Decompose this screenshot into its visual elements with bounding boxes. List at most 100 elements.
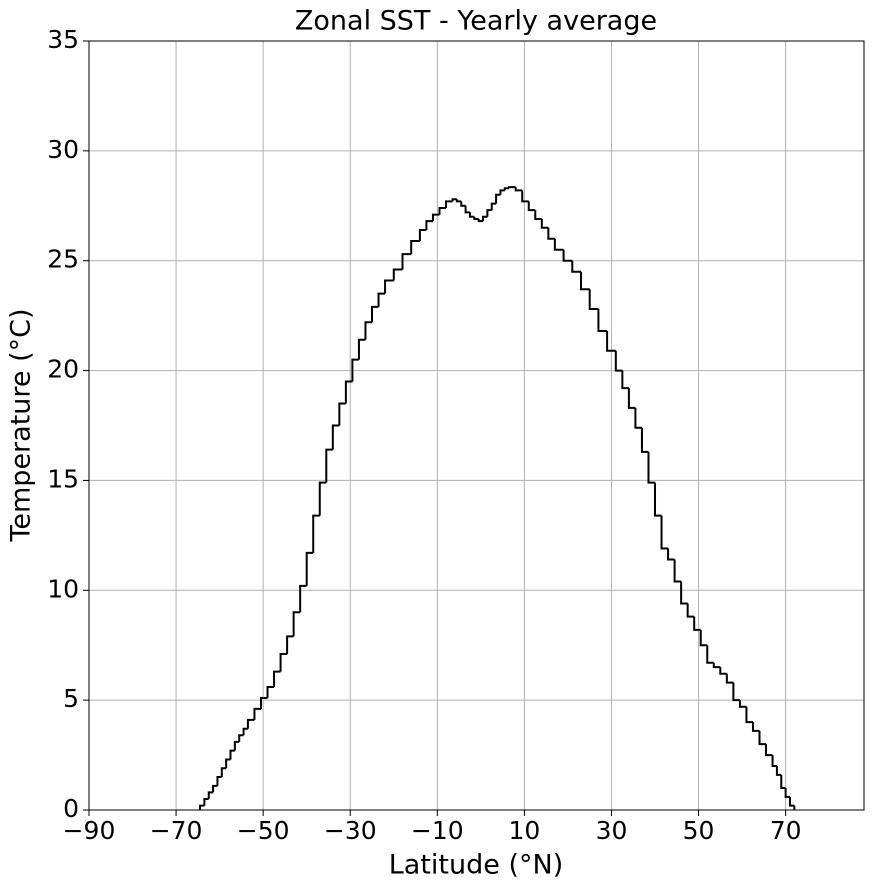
step-segment xyxy=(634,407,642,429)
step-segment xyxy=(418,228,427,241)
step-segment xyxy=(220,767,227,778)
step-segment xyxy=(614,350,623,372)
y-tick-label: 0 xyxy=(63,794,79,823)
step-segment xyxy=(499,189,505,195)
x-tick-label: −30 xyxy=(324,816,377,845)
step-segment xyxy=(680,581,688,605)
step-segment xyxy=(305,551,314,586)
x-tick-label: −70 xyxy=(150,816,203,845)
step-segment xyxy=(344,380,353,404)
x-tick-label: −10 xyxy=(411,816,464,845)
step-segment xyxy=(508,186,516,189)
y-tick-label: 30 xyxy=(47,135,79,164)
y-tick-label: 15 xyxy=(47,464,79,493)
step-segment xyxy=(371,305,379,323)
y-tick-label: 35 xyxy=(47,25,79,54)
step-segment xyxy=(686,603,695,618)
step-segment xyxy=(325,448,333,483)
step-segment xyxy=(490,202,497,211)
step-segment xyxy=(667,548,675,561)
x-tick-label: 70 xyxy=(770,816,802,845)
step-segment xyxy=(571,260,581,273)
step-segment xyxy=(640,427,649,453)
step-segment xyxy=(503,187,510,191)
step-segment xyxy=(719,667,727,675)
step-segment xyxy=(725,673,734,684)
x-tick-label: 50 xyxy=(683,816,715,845)
step-segment xyxy=(534,210,542,220)
step-segment xyxy=(338,402,346,426)
step-segment xyxy=(207,791,214,800)
y-tick-label: 10 xyxy=(47,574,79,603)
step-segment xyxy=(259,696,268,709)
step-segment xyxy=(238,734,244,742)
step-segment xyxy=(597,309,608,333)
step-segment xyxy=(627,388,636,409)
step-segment xyxy=(203,798,209,806)
step-segment xyxy=(455,199,462,203)
y-tick-label: 20 xyxy=(47,355,79,384)
step-segment xyxy=(445,200,453,208)
step-segment xyxy=(468,212,475,218)
step-segment xyxy=(460,201,466,207)
step-segment xyxy=(364,321,373,340)
step-segment xyxy=(547,227,555,240)
step-segment xyxy=(216,776,222,786)
step-segment xyxy=(246,718,255,729)
step-segment xyxy=(673,559,682,583)
step-segment xyxy=(562,249,573,262)
step-segment xyxy=(225,758,231,769)
step-segment xyxy=(660,515,669,550)
step-segment xyxy=(233,740,240,751)
step-segment xyxy=(312,514,320,553)
step-segment xyxy=(438,206,447,215)
step-segment xyxy=(621,370,629,390)
step-segment xyxy=(527,201,536,212)
step-segment xyxy=(253,707,261,720)
step-segment xyxy=(771,755,777,768)
step-segment xyxy=(765,744,773,757)
y-tick-label: 5 xyxy=(63,684,79,713)
x-axis-label: Latitude (°N) xyxy=(389,850,563,881)
step-segment xyxy=(486,209,492,217)
step-segment xyxy=(410,239,420,255)
step-segment xyxy=(351,358,359,382)
y-tick-label: 25 xyxy=(47,245,79,274)
step-segment xyxy=(431,213,440,222)
x-tick-label: −50 xyxy=(237,816,290,845)
step-segment xyxy=(784,788,790,798)
step-segment xyxy=(521,190,529,203)
step-segment xyxy=(540,218,549,229)
step-segment xyxy=(425,220,433,230)
step-segment xyxy=(331,424,340,450)
step-segment xyxy=(384,279,394,294)
step-segment xyxy=(775,766,782,776)
step-segment xyxy=(318,481,327,516)
step-segment xyxy=(732,682,740,702)
step-segment xyxy=(292,611,301,637)
x-tick-label: −90 xyxy=(63,816,116,845)
step-segment xyxy=(299,584,307,613)
step-segment xyxy=(392,268,403,281)
step-segment xyxy=(606,331,616,352)
plot-frame xyxy=(88,40,865,811)
step-segment xyxy=(229,749,235,760)
step-segment xyxy=(654,482,662,517)
step-segment xyxy=(751,722,760,732)
step-segment xyxy=(706,645,714,664)
step-segment xyxy=(242,727,248,736)
step-segment xyxy=(647,451,656,484)
step-segment xyxy=(357,338,366,360)
step-segment xyxy=(514,187,523,192)
x-tick-label: 30 xyxy=(596,816,628,845)
y-axis-label: Temperature (°C) xyxy=(6,308,37,542)
step-segment xyxy=(286,635,294,655)
step-segment xyxy=(780,774,786,790)
step-segment xyxy=(482,215,488,222)
step-segment xyxy=(473,216,479,220)
x-tick-label: 10 xyxy=(508,816,540,845)
step-segment xyxy=(401,253,412,270)
step-segment xyxy=(279,653,288,672)
step-segment xyxy=(495,193,501,204)
